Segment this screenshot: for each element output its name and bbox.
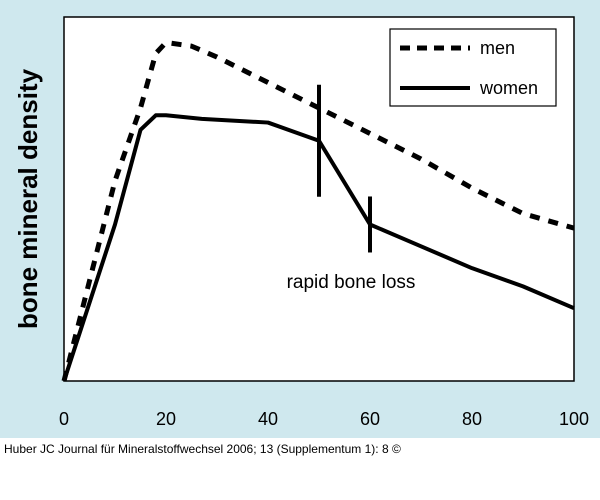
x-axis-ticks: 0 20 40 60 80 100 xyxy=(59,409,589,429)
legend-box xyxy=(389,28,557,107)
x-tick-0: 0 xyxy=(59,409,69,429)
bone-density-chart: bone mineral density 0 20 40 60 80 100 r… xyxy=(13,16,589,429)
figure-caption: Huber JC Journal für Mineralstoffwechsel… xyxy=(4,442,401,456)
x-tick-80: 80 xyxy=(462,409,482,429)
legend-label-women: women xyxy=(479,78,538,98)
x-tick-60: 60 xyxy=(360,409,380,429)
y-axis-label: bone mineral density xyxy=(13,68,43,329)
series-layer xyxy=(61,39,575,382)
x-tick-100: 100 xyxy=(559,409,589,429)
x-tick-40: 40 xyxy=(258,409,278,429)
annotation-layer: rapid bone loss xyxy=(287,84,416,293)
series-line-women xyxy=(62,113,575,382)
legend: men women xyxy=(389,28,557,107)
legend-label-men: men xyxy=(480,38,515,58)
x-tick-20: 20 xyxy=(156,409,176,429)
annotation-rapid-bone-loss: rapid bone loss xyxy=(287,272,416,293)
series-line-men xyxy=(61,39,575,382)
